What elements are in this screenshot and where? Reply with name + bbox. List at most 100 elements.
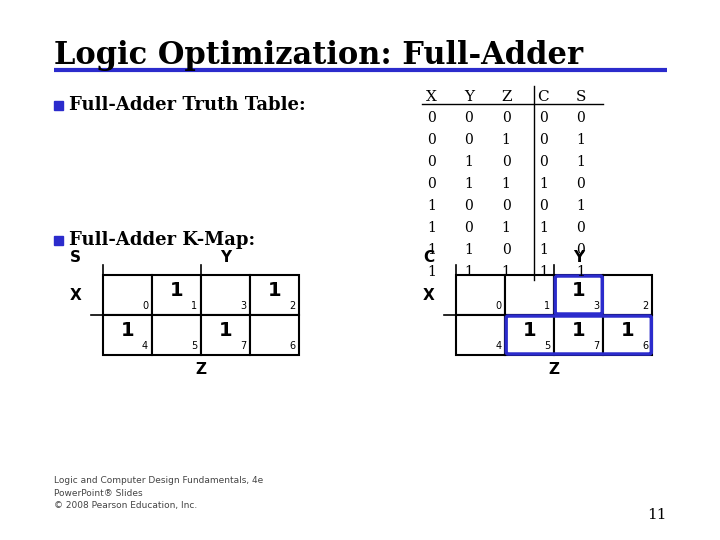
- Text: 0: 0: [539, 133, 548, 147]
- Text: 1: 1: [576, 133, 585, 147]
- Text: 1: 1: [464, 265, 473, 279]
- Text: X: X: [70, 287, 81, 302]
- Bar: [152, 275, 201, 315]
- Text: 1: 1: [219, 321, 233, 340]
- Text: 0: 0: [576, 177, 585, 191]
- Text: 0: 0: [576, 111, 585, 125]
- Text: 1: 1: [464, 243, 473, 257]
- Text: 0: 0: [464, 111, 473, 125]
- Text: 1: 1: [572, 280, 585, 300]
- Text: Y: Y: [220, 249, 231, 265]
- Text: 0: 0: [427, 177, 436, 191]
- Text: 1: 1: [539, 243, 548, 257]
- Text: 1: 1: [539, 265, 548, 279]
- Text: Z: Z: [549, 361, 559, 376]
- Text: 0: 0: [502, 155, 510, 169]
- Text: 1: 1: [572, 321, 585, 340]
- Text: 1: 1: [502, 265, 510, 279]
- Bar: [201, 275, 250, 315]
- Text: Y: Y: [573, 249, 585, 265]
- Text: 1: 1: [464, 155, 473, 169]
- Text: 0: 0: [464, 221, 473, 235]
- Bar: [603, 315, 652, 355]
- Text: Z: Z: [501, 90, 511, 104]
- Text: 0: 0: [502, 199, 510, 213]
- Text: 0: 0: [576, 221, 585, 235]
- Text: 1: 1: [523, 321, 536, 340]
- Text: Full-Adder Truth Table:: Full-Adder Truth Table:: [68, 96, 305, 114]
- Bar: [103, 315, 152, 355]
- Text: 1: 1: [191, 301, 197, 311]
- Bar: [54, 101, 63, 110]
- Text: 0: 0: [464, 133, 473, 147]
- Text: Logic Optimization: Full-Adder: Logic Optimization: Full-Adder: [54, 40, 583, 71]
- Text: Logic and Computer Design Fundamentals, 4e
PowerPoint® Slides
© 2008 Pearson Edu: Logic and Computer Design Fundamentals, …: [54, 476, 264, 510]
- Text: 6: 6: [289, 341, 295, 351]
- Text: X: X: [426, 90, 437, 104]
- Text: Full-Adder K-Map:: Full-Adder K-Map:: [68, 231, 255, 249]
- Bar: [603, 275, 652, 315]
- Text: 1: 1: [576, 265, 585, 279]
- Bar: [456, 315, 505, 355]
- Text: 0: 0: [427, 111, 436, 125]
- Bar: [152, 315, 201, 355]
- Text: 1: 1: [427, 221, 436, 235]
- Text: Z: Z: [196, 361, 207, 376]
- Bar: [554, 315, 603, 355]
- Text: S: S: [70, 249, 81, 265]
- Text: 0: 0: [495, 301, 501, 311]
- Text: 7: 7: [240, 341, 246, 351]
- Text: C: C: [538, 90, 549, 104]
- Text: 0: 0: [142, 301, 148, 311]
- Text: 1: 1: [576, 155, 585, 169]
- Text: 11: 11: [647, 508, 667, 522]
- Text: X: X: [423, 287, 435, 302]
- Text: 0: 0: [576, 243, 585, 257]
- Text: 2: 2: [289, 301, 295, 311]
- Text: 1: 1: [170, 280, 184, 300]
- Text: 1: 1: [427, 243, 436, 257]
- Text: 0: 0: [502, 111, 510, 125]
- Text: 0: 0: [502, 243, 510, 257]
- Text: 4: 4: [495, 341, 501, 351]
- Bar: [505, 275, 554, 315]
- Text: 1: 1: [621, 321, 634, 340]
- Text: 1: 1: [121, 321, 135, 340]
- Text: S: S: [575, 90, 586, 104]
- Text: 1: 1: [502, 221, 510, 235]
- Text: 1: 1: [539, 221, 548, 235]
- Text: 3: 3: [240, 301, 246, 311]
- Text: 3: 3: [593, 301, 599, 311]
- Text: 5: 5: [191, 341, 197, 351]
- Text: 1: 1: [427, 265, 436, 279]
- Text: 5: 5: [544, 341, 550, 351]
- Text: 1: 1: [576, 199, 585, 213]
- Text: 1: 1: [427, 199, 436, 213]
- Bar: [201, 315, 250, 355]
- Text: 0: 0: [539, 199, 548, 213]
- Text: Y: Y: [464, 90, 474, 104]
- Bar: [505, 315, 554, 355]
- Text: 2: 2: [642, 301, 649, 311]
- Text: 1: 1: [464, 177, 473, 191]
- Text: 1: 1: [539, 177, 548, 191]
- Bar: [250, 315, 300, 355]
- Text: 0: 0: [427, 133, 436, 147]
- Text: 0: 0: [539, 111, 548, 125]
- Text: 1: 1: [268, 280, 282, 300]
- Text: 0: 0: [427, 155, 436, 169]
- Bar: [456, 275, 505, 315]
- Bar: [554, 275, 603, 315]
- Text: 1: 1: [544, 301, 550, 311]
- Bar: [250, 275, 300, 315]
- Bar: [103, 275, 152, 315]
- Text: C: C: [423, 249, 434, 265]
- Text: 1: 1: [502, 177, 510, 191]
- Bar: [54, 236, 63, 245]
- Text: 0: 0: [539, 155, 548, 169]
- Text: 7: 7: [593, 341, 599, 351]
- Text: 4: 4: [142, 341, 148, 351]
- Text: 0: 0: [464, 199, 473, 213]
- Text: 1: 1: [502, 133, 510, 147]
- Text: 6: 6: [642, 341, 649, 351]
